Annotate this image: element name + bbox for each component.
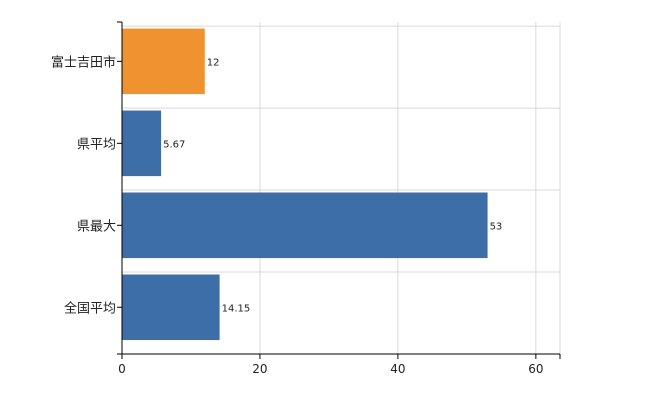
axes	[117, 21, 561, 359]
x-tick-label: 60	[528, 362, 543, 376]
bar	[122, 274, 220, 341]
bar	[122, 110, 162, 177]
category-label: 県平均	[77, 137, 116, 152]
x-tick-label: 0	[118, 362, 126, 376]
category-label: 富士吉田市	[51, 54, 116, 70]
bar	[122, 192, 488, 259]
bars	[122, 28, 488, 341]
data-label: 53	[490, 221, 503, 232]
x-tick-label: 20	[252, 362, 267, 376]
data-label: 5.67	[163, 139, 185, 150]
bar	[122, 28, 205, 95]
data-label: 12	[207, 57, 220, 68]
category-label: 県最大	[77, 219, 116, 234]
x-tick-label: 40	[390, 362, 405, 376]
category-label: 全国平均	[64, 300, 116, 316]
labels: 12 富士吉田市 5.67 県平均 53 県最大 14.15 全国平均 0 20 40 60	[51, 54, 544, 376]
data-label: 14.15	[222, 303, 251, 314]
